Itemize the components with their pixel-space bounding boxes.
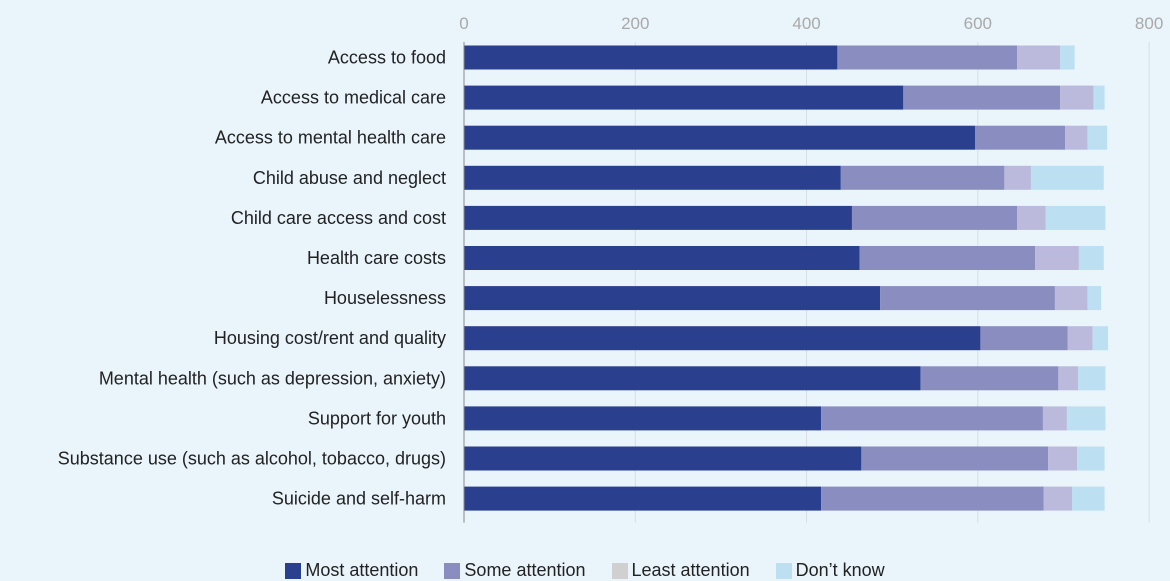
- bars: [464, 45, 1109, 511]
- legend-label: Least attention: [631, 560, 750, 580]
- bar-segment: [1017, 45, 1061, 70]
- category-label: Substance use (such as alcohol, tobacco,…: [58, 449, 446, 469]
- bar-segment: [464, 486, 822, 511]
- bar-segment: [861, 446, 1049, 471]
- legend-item-dont-know: Don’t know: [775, 560, 885, 581]
- bar-segment: [464, 326, 981, 351]
- x-tick-label: 200: [621, 14, 649, 33]
- bar-segment: [464, 125, 976, 150]
- category-label: Mental health (such as depression, anxie…: [99, 368, 446, 388]
- bar-segment: [821, 486, 1044, 511]
- bar-segment: [1060, 85, 1094, 110]
- category-label: Houselessness: [324, 288, 446, 308]
- bar-segment: [1087, 125, 1108, 150]
- category-label: Child abuse and neglect: [253, 168, 446, 188]
- bar-segment: [980, 326, 1068, 351]
- x-axis-ticks: 0 200 400 600 800: [459, 14, 1163, 33]
- bar-segment: [1077, 446, 1105, 471]
- category-label: Access to medical care: [261, 88, 446, 108]
- bar-segment: [464, 45, 838, 70]
- category-label: Health care costs: [307, 248, 446, 268]
- category-label: Support for youth: [308, 408, 446, 428]
- bar-segment: [1078, 246, 1104, 270]
- category-label: Housing cost/rent and quality: [214, 328, 446, 348]
- bar-segment: [1030, 165, 1104, 190]
- category-label: Access to mental health care: [215, 128, 446, 148]
- bar-segment: [464, 366, 921, 391]
- bar-segment: [1045, 205, 1106, 230]
- bar-segment: [1087, 286, 1102, 311]
- bar-segment: [1048, 446, 1078, 471]
- legend-item-most-attention: Most attention: [285, 560, 418, 581]
- bar-segment: [837, 45, 1018, 70]
- x-tick-label: 800: [1135, 14, 1163, 33]
- bar-segment: [1060, 45, 1075, 70]
- bar-segment: [464, 85, 904, 110]
- category-label: Access to food: [328, 48, 446, 68]
- bar-segment: [464, 246, 860, 270]
- x-tick-label: 600: [964, 14, 992, 33]
- category-labels: Access to food Access to medical care Acce…: [58, 48, 446, 509]
- legend-label: Most attention: [305, 560, 419, 580]
- legend-label: Some attention: [464, 560, 586, 580]
- bar-segment: [1043, 486, 1073, 511]
- category-label: Suicide and self-harm: [272, 489, 446, 509]
- bar-segment: [975, 125, 1066, 150]
- bar-segment: [464, 406, 822, 431]
- bar-segment: [1035, 246, 1079, 270]
- bar-segment: [464, 165, 841, 190]
- legend-swatch: [444, 562, 461, 579]
- stacked-bar-chart: 0 200 400 600 800 Access to food Access to me…: [58, 14, 1163, 523]
- bar-segment: [840, 165, 1005, 190]
- bar-segment: [920, 366, 1059, 391]
- bar-segment: [903, 85, 1061, 110]
- legend-item-least-attention: Least attention: [611, 560, 750, 581]
- bar-segment: [821, 406, 1043, 431]
- legend-label: Don’t know: [795, 560, 885, 580]
- bar-segment: [1072, 486, 1105, 511]
- legend-swatch: [285, 562, 302, 579]
- bar-segment: [1017, 205, 1046, 230]
- bar-segment: [1054, 286, 1088, 311]
- legend-swatch: [775, 562, 792, 579]
- x-tick-label: 0: [459, 14, 468, 33]
- legend-swatch: [611, 562, 628, 579]
- bar-segment: [1078, 366, 1106, 391]
- bar-segment: [1042, 406, 1067, 431]
- legend-item-some-attention: Some attention: [444, 560, 586, 581]
- bar-segment: [851, 205, 1018, 230]
- category-label: Child care access and cost: [231, 208, 446, 228]
- bar-segment: [1066, 406, 1106, 431]
- x-tick-label: 400: [792, 14, 820, 33]
- bar-segment: [880, 286, 1055, 311]
- bar-segment: [1067, 326, 1093, 351]
- bar-segment: [1092, 326, 1109, 351]
- bar-segment: [464, 286, 881, 311]
- bar-segment: [1093, 85, 1105, 110]
- legend: Most attention Some attention Least atte…: [0, 560, 1170, 581]
- bar-segment: [1004, 165, 1031, 190]
- bar-segment: [464, 205, 852, 230]
- bar-segment: [464, 446, 862, 471]
- bar-segment: [859, 246, 1036, 270]
- bar-segment: [1065, 125, 1088, 150]
- bar-segment: [1058, 366, 1079, 391]
